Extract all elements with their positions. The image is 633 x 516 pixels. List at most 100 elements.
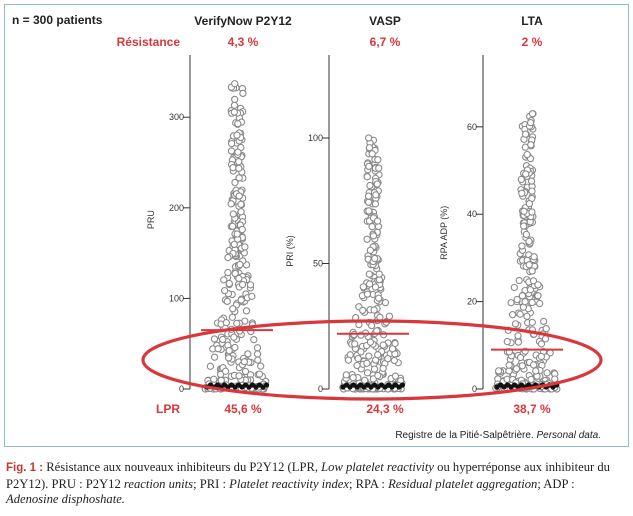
- data-point: [242, 307, 251, 315]
- data-point: [357, 348, 365, 356]
- data-point: [238, 280, 247, 289]
- data-point: [354, 354, 362, 363]
- data-point: [372, 191, 380, 199]
- data-point: [511, 320, 520, 328]
- caption-part2: ou hyperréponse aux inhibiteur du P2Y12)…: [6, 460, 610, 491]
- data-point: [532, 367, 540, 375]
- data-point: [230, 240, 238, 249]
- data-point: [375, 164, 383, 172]
- caption-part1: Résistance aux nouveaux inhibiteurs du P…: [46, 460, 318, 474]
- caption-part5: ; ADP :: [537, 476, 575, 491]
- data-point: [217, 376, 225, 384]
- data-point: [364, 198, 373, 206]
- data-point: [366, 338, 375, 346]
- data-point: [363, 235, 371, 243]
- data-point: [363, 359, 371, 367]
- lpr-value: 45,6 %: [224, 402, 262, 416]
- caption-rpa-en: Residual platelet aggregation: [388, 476, 538, 491]
- data-point: [529, 361, 538, 369]
- data-point: [520, 207, 528, 216]
- data-point: [223, 297, 231, 306]
- data-point: [210, 375, 218, 383]
- data-point: [229, 210, 237, 218]
- caption-part3: ; PRI :: [193, 476, 226, 491]
- data-point: [253, 350, 262, 358]
- caption-pri-en: Platelet reactivity index: [229, 476, 349, 491]
- data-point: [224, 268, 232, 277]
- panel-3: LTA 2 % 38,7 % 0 20 40 60 RPA ADP (%): [439, 14, 563, 416]
- data-point: [234, 120, 242, 128]
- caption-adp-en: Adenosine disphoshate.: [6, 492, 125, 507]
- data-point: [517, 175, 525, 184]
- y-tick-label: 40: [467, 209, 477, 219]
- data-point: [528, 110, 537, 118]
- data-point: [542, 325, 550, 333]
- panel-title: LTA: [521, 14, 543, 28]
- data-point: [374, 371, 382, 380]
- data-point: [241, 243, 249, 251]
- data-point: [250, 335, 258, 344]
- data-point: [220, 287, 229, 295]
- y-tick-label: 0: [179, 384, 184, 394]
- lpr-zone-ellipse: [141, 319, 603, 401]
- patients-label: n = 300 patients: [12, 13, 103, 27]
- data-point: [361, 376, 369, 384]
- data-point: [225, 279, 233, 288]
- data-point: [229, 305, 237, 313]
- data-point: [518, 242, 526, 250]
- y-tick-label: 20: [467, 297, 477, 307]
- data-point-zero: [263, 382, 270, 388]
- data-point: [238, 225, 246, 234]
- data-point: [257, 362, 265, 370]
- data-point: [385, 312, 394, 320]
- data-point: [363, 290, 372, 298]
- data-point: [530, 253, 538, 261]
- data-point: [233, 319, 241, 328]
- data-point: [365, 270, 373, 278]
- data-point: [528, 318, 536, 327]
- data-point: [225, 347, 233, 355]
- data-point: [349, 374, 357, 382]
- data-point: [237, 296, 245, 304]
- data-point: [514, 338, 523, 346]
- data-point: [365, 162, 373, 171]
- panel-2: VASP 6,7 % 24,3 % 0 50 100 PRI (%): [285, 14, 409, 416]
- data-point: [370, 306, 378, 314]
- data-point: [379, 364, 387, 372]
- data-point: [364, 192, 373, 200]
- data-point: [353, 361, 361, 370]
- data-point: [390, 356, 398, 365]
- y-tick-label: 100: [308, 133, 323, 143]
- data-point: [235, 372, 243, 380]
- data-point: [225, 354, 233, 362]
- y-tick-label: 60: [467, 122, 477, 132]
- data-point: [534, 281, 542, 289]
- y-axis-label: PRU: [146, 210, 156, 229]
- data-point: [516, 310, 524, 318]
- data-point: [369, 232, 378, 240]
- data-point: [527, 375, 535, 384]
- data-point: [374, 156, 382, 164]
- data-point: [536, 299, 544, 308]
- data-point: [512, 365, 521, 373]
- data-point: [244, 350, 252, 358]
- data-point: [231, 343, 239, 352]
- y-tick-label: 0: [318, 384, 323, 394]
- dots: [339, 134, 406, 393]
- data-point: [351, 340, 359, 348]
- data-point: [528, 298, 536, 307]
- data-point: [241, 367, 250, 376]
- data-point: [505, 361, 513, 369]
- dot-plot-figure: n = 300 patients Résistance LPR VerifyNo…: [12, 13, 603, 441]
- source-credit: Registre de la Pitié-Salpêtrière. Person…: [395, 430, 601, 441]
- data-point: [527, 177, 536, 185]
- y-tick-label: 100: [169, 293, 184, 303]
- data-point: [237, 200, 245, 208]
- figure-frame: n = 300 patients Résistance LPR VerifyNo…: [4, 4, 629, 447]
- data-point: [374, 351, 382, 359]
- data-point: [235, 274, 243, 283]
- data-point: [237, 208, 245, 216]
- data-point: [227, 139, 236, 148]
- data-point: [240, 358, 248, 366]
